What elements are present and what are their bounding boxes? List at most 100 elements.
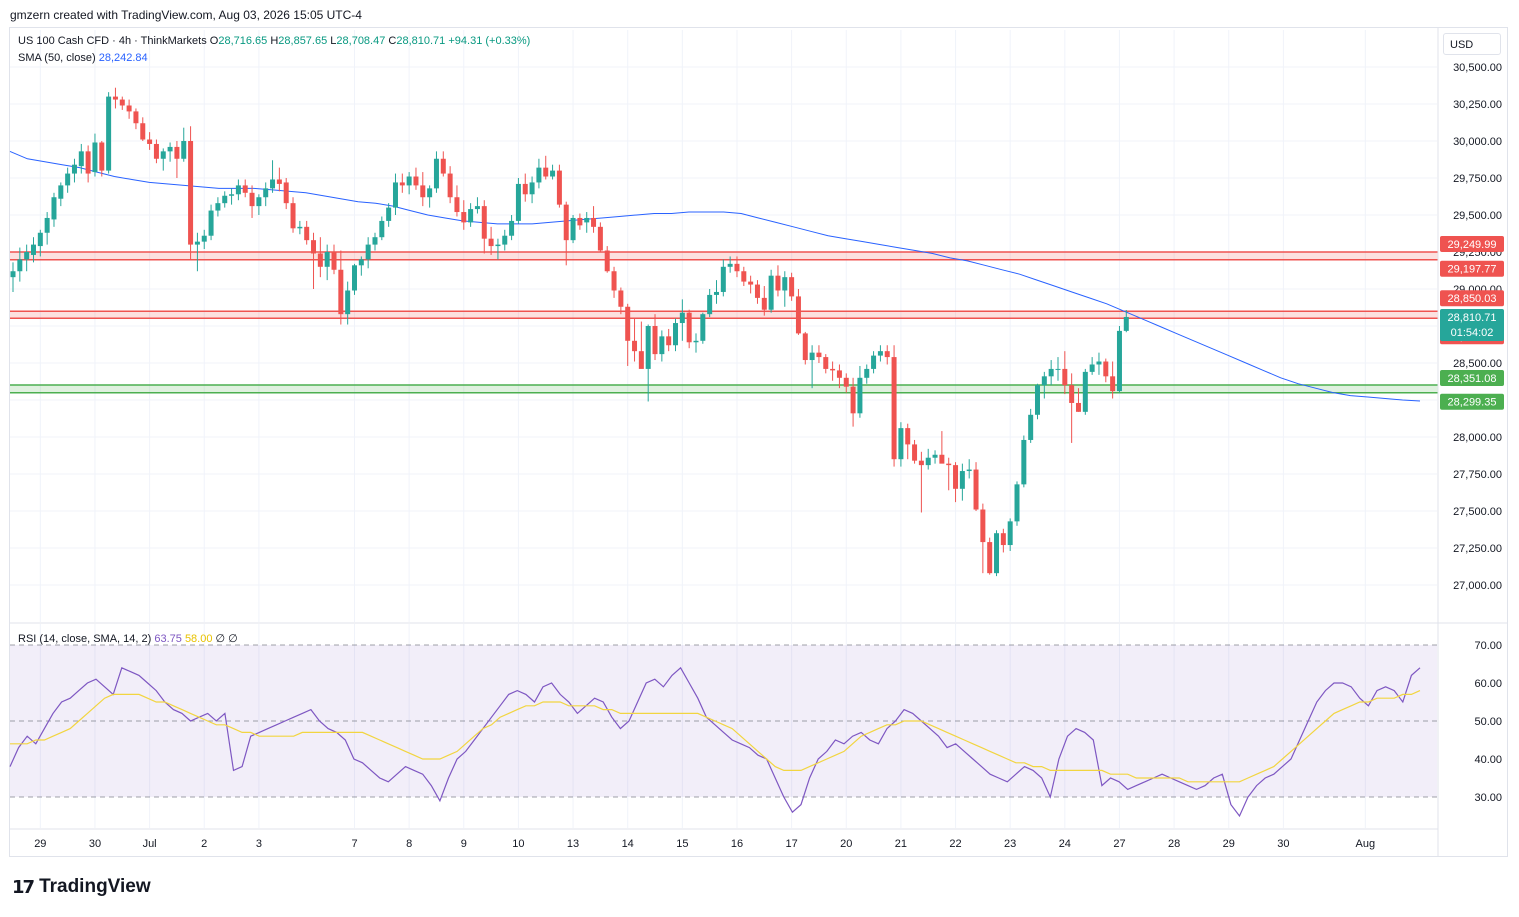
candle-up xyxy=(181,141,187,159)
candle-down xyxy=(413,176,419,186)
candle-down xyxy=(604,250,610,272)
candle-up xyxy=(570,217,576,241)
time-tick-label: 30 xyxy=(1277,838,1289,850)
candle-down xyxy=(283,182,289,204)
candle-down xyxy=(317,253,323,267)
candle-down xyxy=(816,352,822,358)
candle-up xyxy=(509,220,515,236)
rsi-tick-label: 40.00 xyxy=(1474,754,1502,766)
candle-down xyxy=(331,252,337,270)
candle-up xyxy=(1048,368,1054,377)
price-tick-label: 28,000.00 xyxy=(1453,432,1502,444)
candle-up xyxy=(71,164,77,174)
candle-up xyxy=(536,167,542,183)
candle-up xyxy=(966,469,972,472)
candle-up xyxy=(720,266,726,292)
candle-down xyxy=(1000,533,1006,546)
candle-up xyxy=(324,252,330,267)
rsi-ma-value: 58.00 xyxy=(184,633,213,645)
rsi-ma-line xyxy=(10,690,1421,783)
time-tick-label: 7 xyxy=(351,838,357,850)
rsi-tick-label: 70.00 xyxy=(1474,640,1502,652)
candle-up xyxy=(1014,484,1020,522)
candle-down xyxy=(939,454,945,464)
candle-down xyxy=(734,263,740,272)
price-tick-label: 27,250.00 xyxy=(1453,543,1502,555)
candle-down xyxy=(119,99,125,106)
level-label: 28,351.08 xyxy=(1448,373,1497,385)
candle-up xyxy=(693,340,699,343)
sma-value: 28,242.84 xyxy=(98,52,148,64)
candle-down xyxy=(741,271,747,282)
candle-up xyxy=(809,352,815,361)
candle-up xyxy=(386,207,392,221)
candle-up xyxy=(270,179,276,189)
candle-down xyxy=(1069,385,1075,403)
candle-down xyxy=(795,296,801,334)
candle-down xyxy=(290,203,296,229)
time-tick-label: 13 xyxy=(567,838,579,850)
candle-up xyxy=(1028,414,1034,440)
candle-up xyxy=(994,533,1000,574)
price-tick-label: 27,000.00 xyxy=(1453,580,1502,592)
candle-up xyxy=(229,194,235,196)
candle-down xyxy=(905,428,911,445)
candle-up xyxy=(1055,368,1061,370)
candle-up xyxy=(372,237,378,245)
tradingview-logo-text: TradingView xyxy=(39,876,151,897)
price-tick-label: 27,750.00 xyxy=(1453,469,1502,481)
candle-up xyxy=(782,277,788,291)
candle-up xyxy=(932,454,938,458)
low-value: 28,708.47 xyxy=(336,35,386,47)
level-label: 28,850.03 xyxy=(1448,293,1497,305)
candle-down xyxy=(918,460,924,466)
candle-up xyxy=(30,244,36,255)
candle-down xyxy=(666,336,672,346)
rsi-tick-label: 60.00 xyxy=(1474,678,1502,690)
time-tick-label: 16 xyxy=(731,838,743,850)
candle-down xyxy=(850,386,856,414)
sma-line-layer xyxy=(9,150,1421,402)
candlestick-series xyxy=(10,87,1129,577)
level-label-bg xyxy=(1440,290,1504,307)
candle-up xyxy=(297,226,303,229)
time-tick-label: Aug xyxy=(1356,838,1376,850)
price-tick-label: 27,500.00 xyxy=(1453,506,1502,518)
currency-selector[interactable]: USD xyxy=(1443,33,1501,55)
candle-up xyxy=(1116,330,1122,392)
candle-down xyxy=(304,226,310,241)
candle-up xyxy=(201,235,207,242)
candle-down xyxy=(1062,368,1068,386)
candle-up xyxy=(352,265,357,291)
candle-down xyxy=(632,340,638,352)
candle-up xyxy=(495,244,501,247)
candle-up xyxy=(529,182,535,195)
tradingview-logo[interactable]: 17 TradingView xyxy=(12,876,151,898)
candle-up xyxy=(160,151,166,159)
candle-up xyxy=(877,351,883,356)
candle-up xyxy=(194,241,200,245)
candle-up xyxy=(1123,316,1129,331)
candle-down xyxy=(789,277,795,297)
candle-down xyxy=(488,238,494,247)
time-tick-label: 17 xyxy=(785,838,797,850)
candle-down xyxy=(1103,361,1109,377)
candle-up xyxy=(673,323,679,346)
sma-line xyxy=(9,150,1421,402)
candle-down xyxy=(775,275,781,291)
candle-up xyxy=(65,173,71,186)
candle-up xyxy=(1021,439,1027,485)
time-tick-label: 20 xyxy=(840,838,852,850)
candle-down xyxy=(1110,376,1116,392)
chart-attribution: gmzern created with TradingView.com, Aug… xyxy=(10,8,362,22)
candle-down xyxy=(638,351,644,369)
candle-down xyxy=(830,368,836,371)
candle-up xyxy=(727,263,733,267)
time-tick-label: 28 xyxy=(1168,838,1180,850)
candle-down xyxy=(577,217,583,226)
candle-up xyxy=(427,188,433,198)
candle-down xyxy=(440,158,446,174)
price-axis-labels: 30,500.00 30,250.00 30,000.00 29,750.00 29,5… xyxy=(1440,62,1504,804)
time-tick-label: 15 xyxy=(676,838,688,850)
